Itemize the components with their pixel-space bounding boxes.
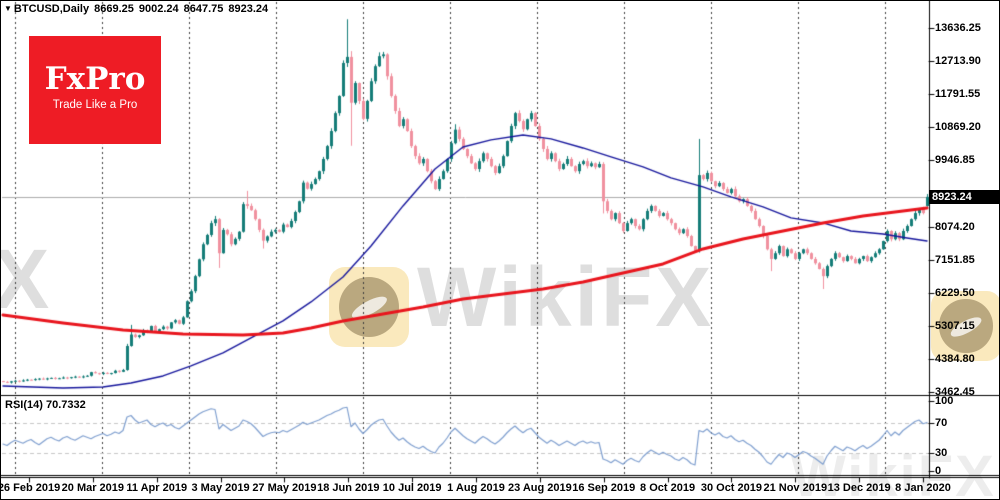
date-axis-label: 21 Nov 2019 bbox=[763, 482, 828, 494]
date-axis-label: 10 Jul 2019 bbox=[382, 482, 442, 494]
date-axis-label: 3 May 2019 bbox=[191, 482, 250, 494]
ohlc-high: 9002.24 bbox=[138, 3, 179, 15]
price-axis-label: 5307.15 bbox=[935, 320, 975, 333]
symbol-marker-icon[interactable]: ▼ bbox=[4, 4, 12, 13]
date-axis-label: 26 Feb 2019 bbox=[0, 482, 61, 494]
price-axis-label: 6229.50 bbox=[935, 287, 975, 300]
date-axis-label: 18 Jun 2019 bbox=[317, 482, 380, 494]
fxpro-logo: FxPro Trade Like a Pro bbox=[29, 36, 161, 144]
date-axis-label: 30 Oct 2019 bbox=[700, 482, 762, 494]
symbol-info-bar: ▼ BTCUSD,Daily 8669.25 9002.24 8647.75 8923.2… bbox=[4, 3, 273, 15]
price-axis-label: 12713.90 bbox=[935, 55, 981, 68]
fxpro-logo-tagline: Trade Like a Pro bbox=[52, 99, 138, 111]
rsi-axis-label: 70 bbox=[935, 417, 948, 429]
symbol-name: BTCUSD,Daily bbox=[13, 3, 90, 15]
date-axis-label: 16 Sep 2019 bbox=[572, 482, 636, 494]
price-axis-label: 9946.85 bbox=[935, 154, 975, 167]
date-axis-label: 27 May 2019 bbox=[252, 482, 317, 494]
price-axis-label: 10869.20 bbox=[935, 121, 981, 134]
price-axis-label: 11791.55 bbox=[935, 88, 981, 101]
date-axis-label: 23 Aug 2019 bbox=[507, 482, 572, 494]
fxpro-logo-title: FxPro bbox=[44, 61, 146, 97]
price-axis-label: 7151.85 bbox=[935, 254, 975, 267]
ohlc-low: 8647.75 bbox=[183, 3, 224, 15]
ohlc-open: 8669.25 bbox=[94, 3, 134, 15]
rsi-axis-label: 0 bbox=[935, 465, 942, 477]
rsi-axis-label: 100 bbox=[935, 395, 954, 407]
date-axis-label: 13 Dec 2019 bbox=[827, 482, 891, 494]
date-axis-label: 8 Oct 2019 bbox=[640, 482, 696, 494]
rsi-axis-label: 30 bbox=[935, 447, 948, 459]
ohlc-close: 8923.24 bbox=[228, 3, 269, 15]
price-axis-label: 4384.80 bbox=[935, 353, 975, 366]
current-price-badge: 8923.24 bbox=[929, 189, 999, 204]
price-axis-label: 3462.45 bbox=[935, 386, 975, 399]
date-axis-label: 8 Jan 2020 bbox=[895, 482, 951, 494]
rsi-indicator-label: RSI(14) 70.7332 bbox=[5, 399, 86, 411]
date-axis-label: 20 Mar 2019 bbox=[61, 482, 125, 494]
date-axis-label: 11 Apr 2019 bbox=[126, 482, 188, 494]
date-axis-label: 1 Aug 2019 bbox=[447, 482, 505, 494]
price-axis-label: 13636.25 bbox=[935, 22, 981, 34]
price-axis-label: 8074.20 bbox=[935, 221, 975, 234]
